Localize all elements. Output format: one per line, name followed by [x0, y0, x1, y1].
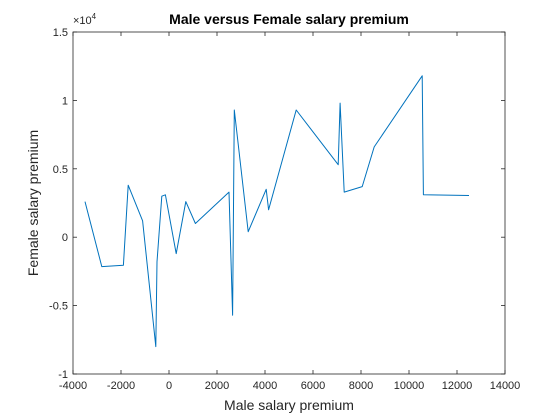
y-tick-label: -1 — [58, 369, 68, 381]
y-tick-label: 0 — [62, 232, 68, 244]
x-axis-ticks: -4000 -2000 0 2000 4000 6000 8000 10000 12000 140… — [59, 32, 520, 392]
x-tick-label: 0 — [166, 380, 172, 392]
plot-area — [72, 31, 506, 375]
x-tick-label: 6000 — [301, 380, 325, 392]
y-tick-label: 1 — [62, 95, 68, 107]
y-tick-label: 0.5 — [53, 164, 68, 176]
x-tick-label: 8000 — [349, 380, 373, 392]
y-tick-label: -0.5 — [49, 301, 68, 313]
x-axis-label: Male salary premium — [224, 397, 354, 413]
x-tick-label: 4000 — [253, 380, 277, 392]
y-tick-label: 1.5 — [53, 27, 68, 39]
y-exponent-power: 4 — [92, 12, 97, 21]
x-tick-label: -4000 — [59, 380, 87, 392]
x-tick-label: 10000 — [394, 380, 425, 392]
y-exponent-base: ×10 — [73, 15, 92, 27]
y-axis-exponent: ×104 — [73, 12, 97, 27]
series-line — [84, 75, 470, 348]
x-tick-label: 14000 — [490, 380, 521, 392]
y-axis-ticks: -1 -0.5 0 0.5 1 1.5 — [49, 27, 505, 381]
y-axis-label: Female salary premium — [25, 130, 41, 276]
x-tick-label: 2000 — [205, 380, 229, 392]
x-tick-label: 12000 — [442, 380, 473, 392]
series-layer — [84, 75, 470, 348]
x-tick-label: -2000 — [107, 380, 135, 392]
chart-title: Male versus Female salary premium — [169, 11, 409, 27]
